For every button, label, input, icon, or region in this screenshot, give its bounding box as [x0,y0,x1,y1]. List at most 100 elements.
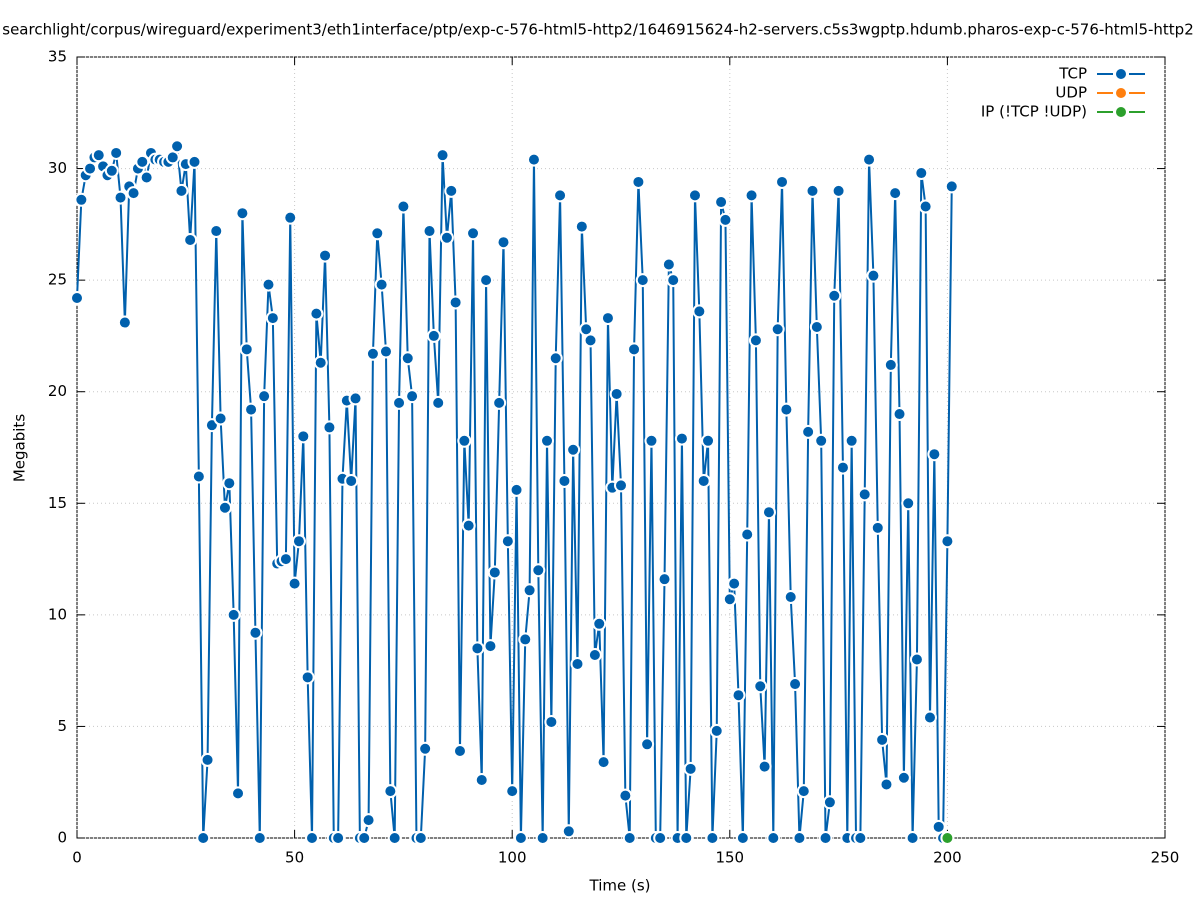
data-point [587,648,602,663]
data-point [600,311,615,326]
data-point [909,652,924,667]
data-point [540,433,555,448]
data-point [709,723,724,738]
data-point [940,534,955,549]
data-point [683,761,698,776]
data-point [666,273,681,288]
data-point [422,224,437,239]
data-point [287,576,302,591]
y-tick-label: 30 [48,159,67,177]
data-point [196,831,211,845]
data-point [574,219,589,234]
data-point [705,831,720,845]
y-tick-label: 5 [57,717,67,735]
data-point [252,831,267,845]
data-point [518,632,533,647]
x-tick-label: 250 [1151,849,1180,867]
data-point [674,431,689,446]
data-point [657,572,672,587]
data-point [496,235,511,250]
data-point [627,342,642,357]
data-point [235,206,250,221]
data-point [944,179,959,194]
data-point [361,813,376,828]
data-point [870,520,885,535]
data-point [435,148,450,163]
data-point [500,534,515,549]
data-point [313,355,328,370]
data-point [444,183,459,198]
x-tick-label: 0 [72,849,82,867]
data-point [318,248,333,263]
data-point [544,714,559,729]
data-point [357,831,372,845]
data-point [718,212,733,227]
data-point [139,170,154,185]
y-tick-label: 0 [57,829,67,847]
data-point [126,186,141,201]
x-tick-label: 100 [498,849,527,867]
data-point [640,737,655,752]
legend-marker [1114,105,1128,119]
data-point [592,616,607,631]
x-tick-label: 200 [933,849,962,867]
data-point [400,351,415,366]
data-point [200,752,215,767]
data-point [522,583,537,598]
data-point [692,304,707,319]
data-point [431,395,446,410]
data-point [792,831,807,845]
data-point [653,831,668,845]
data-point [457,433,472,448]
data-point [344,473,359,488]
data-point [818,831,833,845]
data-point [370,226,385,241]
data-point [557,473,572,488]
data-point [439,230,454,245]
data-point [844,433,859,448]
y-tick-label: 10 [48,605,67,623]
data-point [618,788,633,803]
data-point [570,656,585,671]
data-point [191,469,206,484]
data-point [679,831,694,845]
data-point [740,527,755,542]
data-point [901,496,916,511]
legend-marker [1114,67,1128,81]
data-point [448,295,463,310]
y-tick-label: 35 [48,48,67,66]
data-point [566,442,581,457]
data-point [635,273,650,288]
data-point [296,429,311,444]
data-point [209,224,224,239]
data-point [727,576,742,591]
data-point [866,268,881,283]
data-point [735,831,750,845]
data-point [283,210,298,225]
data-point [883,357,898,372]
data-point [418,741,433,756]
data-point [862,152,877,167]
data-point [492,395,507,410]
data-point [348,391,363,406]
data-point [779,402,794,417]
data-point [905,831,920,845]
data-point [183,232,198,247]
data-point [265,311,280,326]
y-tick-label: 25 [48,271,67,289]
data-point [583,333,598,348]
data-point [479,273,494,288]
data-point [753,679,768,694]
data-point [814,433,829,448]
data-point [278,552,293,567]
data-point [896,770,911,785]
data-point [378,344,393,359]
data-point [918,199,933,214]
data-point [365,346,380,361]
data-point [701,433,716,448]
data-point [801,424,816,439]
data-point [174,183,189,198]
data-point [226,607,241,622]
